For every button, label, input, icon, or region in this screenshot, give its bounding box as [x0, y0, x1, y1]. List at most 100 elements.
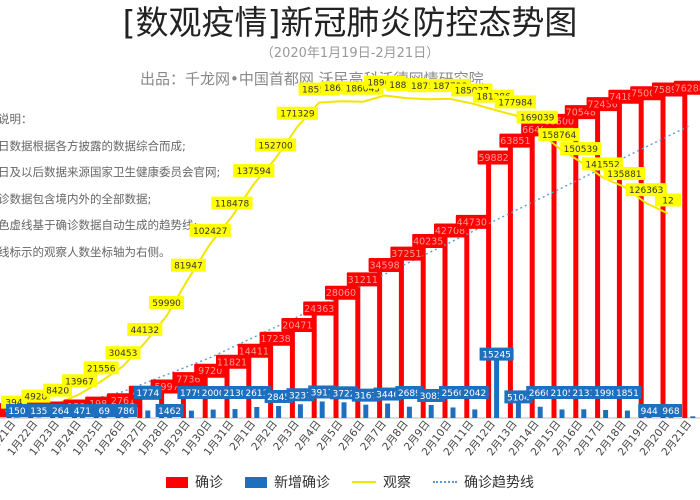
confirmed-bar	[573, 118, 579, 419]
new-confirmed-bar	[515, 396, 521, 418]
confirmed-data-label: 24363	[304, 304, 334, 315]
observed-data-label: 44132	[130, 326, 159, 336]
new-confirmed-label-box	[330, 386, 358, 400]
notes-block: 说明： 日数据根据各方披露的数据综合而成; 日及以后数据来源国家卫生健康委员会官…	[0, 106, 220, 265]
new-confirmed-label-box	[264, 389, 293, 403]
confirmed-bar	[289, 330, 295, 418]
new-confirmed-label-box	[613, 386, 642, 399]
note-line: 日数据根据各方披露的数据综合而成;	[0, 138, 186, 153]
confirmed-label-box	[281, 317, 314, 332]
observed-label-box	[189, 223, 231, 237]
legend-label-observed: 观察	[383, 475, 411, 491]
new-confirmed-bar	[363, 404, 369, 418]
confirmed-label-box	[412, 234, 445, 249]
observed-data-label: 181386	[476, 93, 511, 103]
confirmed-label-box	[477, 150, 510, 165]
new-confirmed-label-box	[417, 388, 446, 402]
new-confirmed-data-label: 786	[117, 407, 134, 417]
new-confirmed-data-label: 2000	[202, 389, 225, 399]
new-confirmed-bar	[58, 416, 64, 418]
observed-label-box	[538, 128, 580, 142]
confirmed-bar	[660, 95, 666, 418]
new-confirmed-label-box	[308, 385, 337, 399]
new-confirmed-label-box	[395, 386, 424, 399]
new-confirmed-label-box	[548, 386, 576, 399]
confirmed-data-label: 9720	[198, 366, 222, 377]
confirmed-bar	[333, 298, 339, 418]
new-confirmed-label-box	[351, 388, 380, 402]
new-confirmed-data-label: 2130	[224, 389, 247, 399]
confirmed-label-box	[346, 272, 379, 287]
observed-label-box	[61, 374, 97, 388]
new-confirmed-data-label: 69	[98, 407, 110, 417]
legend-item-observed: 观察	[352, 472, 411, 492]
confirmed-data-label: 11821	[217, 357, 247, 368]
new-confirmed-bar	[341, 402, 347, 418]
new-confirmed-data-label: 2611	[245, 389, 268, 399]
new-confirmed-label-box	[660, 404, 682, 417]
new-confirmed-bar	[385, 403, 391, 418]
observed-data-label: 186354	[324, 84, 359, 94]
confirmed-data-label: 7736	[176, 375, 200, 386]
confirmed-bar	[464, 227, 470, 418]
new-confirmed-data-label: 968	[662, 407, 679, 417]
new-confirmed-label-box	[6, 404, 28, 417]
observed-data-label: 4928	[24, 393, 47, 403]
observed-data-label: 59990	[152, 299, 181, 309]
observed-label-box	[625, 183, 667, 197]
new-confirmed-bar	[450, 407, 456, 418]
observed-data-label: 187728	[433, 82, 468, 92]
confirmed-bar	[638, 99, 644, 418]
observed-data-label: 137594	[237, 167, 272, 177]
confirmed-data-label: 5997	[155, 382, 179, 393]
new-confirmed-data-label: 150	[8, 407, 25, 417]
new-confirmed-bar	[210, 409, 216, 418]
new-confirmed-bar	[559, 409, 565, 418]
confirmed-label-box	[303, 301, 336, 316]
legend-swatch-new	[245, 476, 267, 488]
confirmed-bar	[311, 314, 317, 418]
new-confirmed-bar	[537, 406, 543, 418]
confirmed-bar	[486, 163, 492, 418]
observed-data-label: 185037	[455, 86, 489, 96]
observed-label-box	[83, 361, 119, 375]
observed-label-box	[149, 296, 185, 310]
legend-label-confirmed: 确诊	[195, 475, 223, 491]
legend-swatch-confirmed	[166, 476, 188, 488]
observed-data-label: 21556	[87, 364, 116, 374]
new-confirmed-bar	[188, 410, 194, 418]
note-line: 线标示的观察人数坐标轴为右侧。	[0, 244, 171, 259]
new-confirmed-data-label: 2689	[398, 389, 421, 399]
confirmed-data-label: 42708	[435, 226, 465, 237]
confirmed-bar	[507, 146, 513, 419]
observed-data-label: 169039	[520, 114, 555, 124]
legend-item-confirmed: 确诊	[166, 472, 223, 492]
confirmed-label-box	[368, 257, 401, 272]
new-confirmed-data-label: 1779	[180, 389, 203, 399]
new-confirmed-label-box	[479, 347, 514, 361]
new-confirmed-bar	[319, 401, 325, 418]
note-line: 说明：	[0, 112, 33, 126]
new-confirmed-bar	[14, 417, 20, 418]
confirmed-label-box	[325, 285, 357, 300]
confirmed-label-box	[499, 133, 532, 148]
legend-label-trend: 确诊趋势线	[464, 475, 534, 491]
observed-data-label: 171329	[280, 110, 315, 120]
observed-data-label: 30453	[109, 349, 138, 359]
confirmed-label-box	[390, 246, 423, 261]
new-confirmed-data-label: 264	[52, 407, 69, 417]
new-confirmed-bar	[690, 416, 696, 418]
new-confirmed-data-label: 15245	[482, 351, 511, 361]
observed-line	[13, 94, 669, 417]
confirmed-data-label: 37251	[391, 249, 421, 260]
confirmed-data-label: 28060	[326, 288, 356, 299]
observed-label-box	[21, 389, 51, 403]
confirmed-label-box	[259, 331, 292, 346]
chart-subtitle: （2020年1月19日-2月21日）	[260, 46, 440, 61]
confirmed-data-label: 74185	[609, 92, 639, 103]
new-confirmed-label-box	[49, 404, 72, 417]
new-confirmed-label-box	[199, 386, 228, 399]
confirmed-label-box	[455, 214, 488, 229]
new-confirmed-data-label: 3083	[420, 392, 443, 402]
